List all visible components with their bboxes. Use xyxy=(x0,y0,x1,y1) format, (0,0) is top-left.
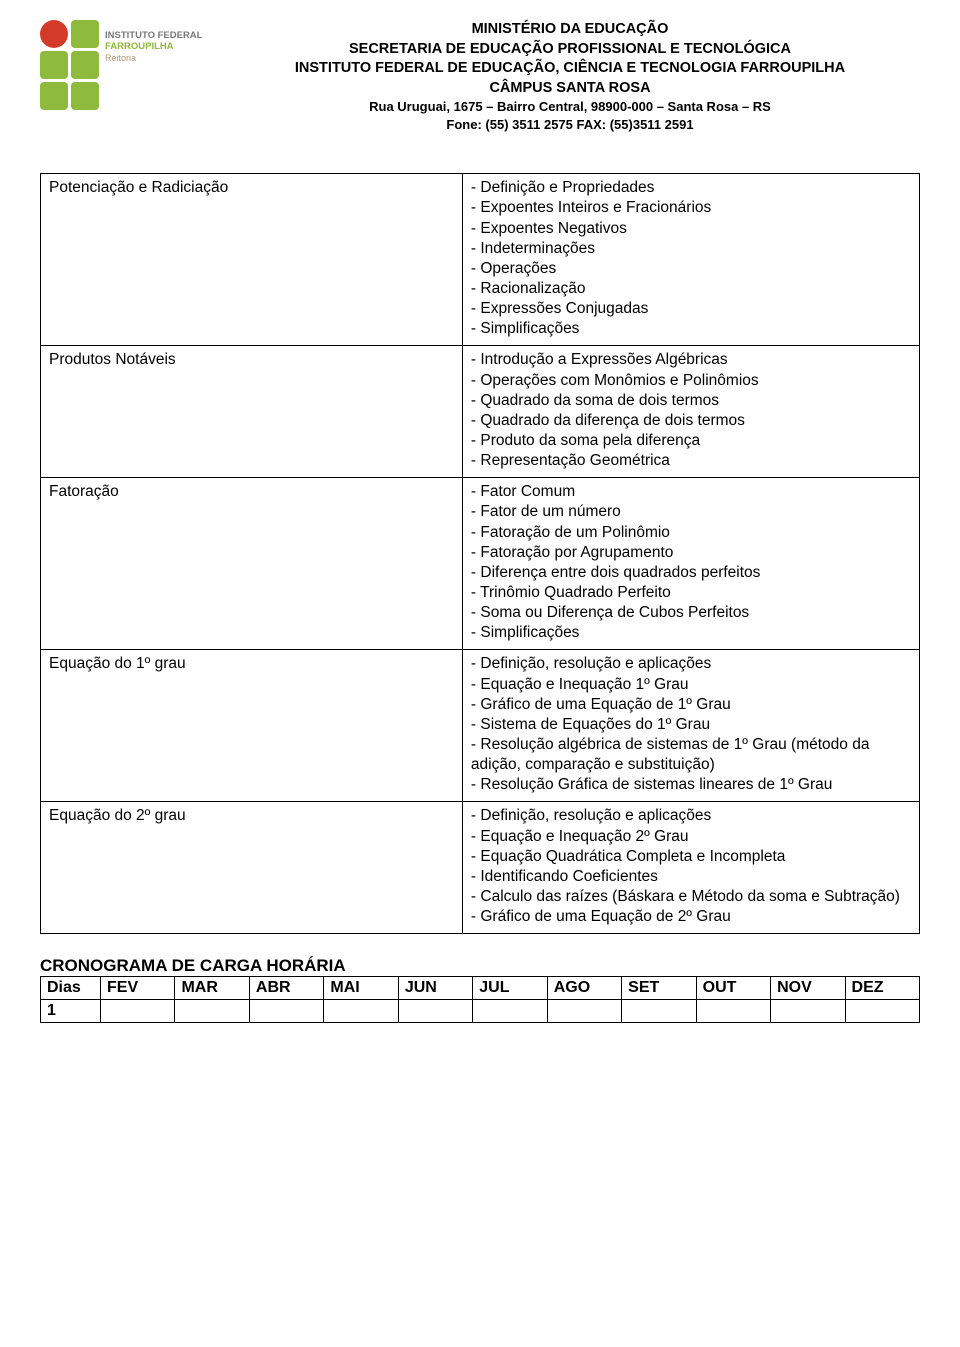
topic-row: Potenciação e Radiciação- Definição e Pr… xyxy=(41,174,920,346)
topic-detail-cell: - Introdução a Expressões Algébricas- Op… xyxy=(462,346,919,478)
topic-detail-line: - Operações com Monômios e Polinômios xyxy=(471,371,911,391)
topic-detail-line: - Expoentes Negativos xyxy=(471,219,911,239)
cronograma-cell xyxy=(398,1000,472,1023)
cronograma-header-row: DiasFEVMARABRMAIJUNJULAGOSETOUTNOVDEZ xyxy=(41,977,920,1000)
topic-detail-line: - Definição, resolução e aplicações xyxy=(471,806,911,826)
topic-detail-line: - Diferença entre dois quadrados perfeit… xyxy=(471,563,911,583)
topic-detail-line: - Fatoração de um Polinômio xyxy=(471,523,911,543)
logo-square xyxy=(40,51,68,79)
topic-detail-line: - Equação e Inequação 2º Grau xyxy=(471,827,911,847)
topic-detail-line: - Expoentes Inteiros e Fracionários xyxy=(471,198,911,218)
topic-detail-cell: - Definição, resolução e aplicações- Equ… xyxy=(462,650,919,802)
topic-detail-line: - Quadrado da soma de dois termos xyxy=(471,391,911,411)
topic-detail-line: - Resolução algébrica de sistemas de 1º … xyxy=(471,735,911,775)
cronograma-cell: 1 xyxy=(41,1000,101,1023)
topic-detail-line: - Resolução Gráfica de sistemas lineares… xyxy=(471,775,911,795)
topic-detail-line: - Calculo das raízes (Báskara e Método d… xyxy=(471,887,911,907)
header-line: MINISTÉRIO DA EDUCAÇÃO xyxy=(220,20,920,40)
topic-detail-line: - Trinômio Quadrado Perfeito xyxy=(471,583,911,603)
topic-detail-line: - Equação Quadrática Completa e Incomple… xyxy=(471,847,911,867)
cronograma-header-cell: ABR xyxy=(249,977,323,1000)
cronograma-header-cell: MAR xyxy=(175,977,249,1000)
cronograma-header-cell: FEV xyxy=(101,977,175,1000)
topic-name-cell: Equação do 2º grau xyxy=(41,802,463,934)
logo-square xyxy=(40,82,68,110)
cronograma-table: DiasFEVMARABRMAIJUNJULAGOSETOUTNOVDEZ 1 xyxy=(40,976,920,1023)
topic-detail-line: - Gráfico de uma Equação de 2º Grau xyxy=(471,907,911,927)
topic-detail-line: - Definição e Propriedades xyxy=(471,178,911,198)
cronograma-cell xyxy=(324,1000,398,1023)
logo-square xyxy=(71,20,99,48)
cronograma-header-cell: Dias xyxy=(41,977,101,1000)
cronograma-header-cell: JUN xyxy=(398,977,472,1000)
topic-row: Equação do 2º grau- Definição, resolução… xyxy=(41,802,920,934)
cronograma-cell xyxy=(845,1000,919,1023)
cronograma-title: CRONOGRAMA DE CARGA HORÁRIA xyxy=(40,956,920,976)
topic-detail-line: - Quadrado da diferença de dois termos xyxy=(471,411,911,431)
cronograma-cell xyxy=(101,1000,175,1023)
cronograma-header-cell: AGO xyxy=(547,977,621,1000)
cronograma-header-cell: MAI xyxy=(324,977,398,1000)
cronograma-cell xyxy=(696,1000,770,1023)
topics-table: Potenciação e Radiciação- Definição e Pr… xyxy=(40,173,920,934)
topic-detail-line: - Representação Geométrica xyxy=(471,451,911,471)
topic-detail-line: - Indeterminações xyxy=(471,239,911,259)
topic-detail-line: - Fator de um número xyxy=(471,502,911,522)
logo-line1: INSTITUTO FEDERAL xyxy=(105,30,202,41)
cronograma-cell xyxy=(175,1000,249,1023)
topic-detail-line: - Produto da soma pela diferença xyxy=(471,431,911,451)
institution-logo: INSTITUTO FEDERAL FARROUPILHA Reitoria xyxy=(40,20,220,110)
cronograma-cell xyxy=(473,1000,547,1023)
topic-detail-line: - Definição, resolução e aplicações xyxy=(471,654,911,674)
logo-line3: Reitoria xyxy=(105,53,202,64)
topic-detail-line: - Equação e Inequação 1º Grau xyxy=(471,675,911,695)
document-header: INSTITUTO FEDERAL FARROUPILHA Reitoria M… xyxy=(40,20,920,133)
topic-row: Equação do 1º grau- Definição, resolução… xyxy=(41,650,920,802)
topic-name-cell: Produtos Notáveis xyxy=(41,346,463,478)
cronograma-cell xyxy=(622,1000,696,1023)
topic-detail-line: - Sistema de Equações do 1º Grau xyxy=(471,715,911,735)
topic-detail-cell: - Definição e Propriedades- Expoentes In… xyxy=(462,174,919,346)
topic-detail-line: - Simplificações xyxy=(471,319,911,339)
logo-dot-red xyxy=(40,20,68,48)
cronograma-cell xyxy=(547,1000,621,1023)
cronograma-row: 1 xyxy=(41,1000,920,1023)
cronograma-header-cell: OUT xyxy=(696,977,770,1000)
cronograma-header-cell: DEZ xyxy=(845,977,919,1000)
header-line: INSTITUTO FEDERAL DE EDUCAÇÃO, CIÊNCIA E… xyxy=(220,59,920,79)
cronograma-header-cell: JUL xyxy=(473,977,547,1000)
topic-detail-line: - Operações xyxy=(471,259,911,279)
header-line: CÂMPUS SANTA ROSA xyxy=(220,79,920,99)
topic-detail-line: - Fator Comum xyxy=(471,482,911,502)
header-text-block: MINISTÉRIO DA EDUCAÇÃO SECRETARIA DE EDU… xyxy=(220,20,920,133)
cronograma-header-cell: SET xyxy=(622,977,696,1000)
topic-detail-line: - Racionalização xyxy=(471,279,911,299)
logo-line2: FARROUPILHA xyxy=(105,41,202,52)
cronograma-header-cell: NOV xyxy=(771,977,845,1000)
topic-detail-line: - Fatoração por Agrupamento xyxy=(471,543,911,563)
topic-row: Produtos Notáveis- Introdução a Expressõ… xyxy=(41,346,920,478)
topic-detail-cell: - Definição, resolução e aplicações- Equ… xyxy=(462,802,919,934)
logo-squares xyxy=(40,20,99,110)
header-line: SECRETARIA DE EDUCAÇÃO PROFISSIONAL E TE… xyxy=(220,40,920,60)
topic-detail-line: - Introdução a Expressões Algébricas xyxy=(471,350,911,370)
topic-detail-line: - Simplificações xyxy=(471,623,911,643)
logo-square xyxy=(71,82,99,110)
header-address: Rua Uruguai, 1675 – Bairro Central, 9890… xyxy=(220,98,920,116)
topic-detail-line: - Identificando Coeficientes xyxy=(471,867,911,887)
cronograma-cell xyxy=(771,1000,845,1023)
logo-square xyxy=(71,51,99,79)
topic-name-cell: Fatoração xyxy=(41,478,463,650)
topic-detail-line: - Gráfico de uma Equação de 1º Grau xyxy=(471,695,911,715)
header-phone: Fone: (55) 3511 2575 FAX: (55)3511 2591 xyxy=(220,116,920,134)
topic-name-cell: Potenciação e Radiciação xyxy=(41,174,463,346)
logo-text: INSTITUTO FEDERAL FARROUPILHA Reitoria xyxy=(105,20,202,64)
topic-detail-line: - Expressões Conjugadas xyxy=(471,299,911,319)
topic-detail-line: - Soma ou Diferença de Cubos Perfeitos xyxy=(471,603,911,623)
cronograma-cell xyxy=(249,1000,323,1023)
topic-name-cell: Equação do 1º grau xyxy=(41,650,463,802)
topic-detail-cell: - Fator Comum- Fator de um número- Fator… xyxy=(462,478,919,650)
topic-row: Fatoração- Fator Comum- Fator de um núme… xyxy=(41,478,920,650)
